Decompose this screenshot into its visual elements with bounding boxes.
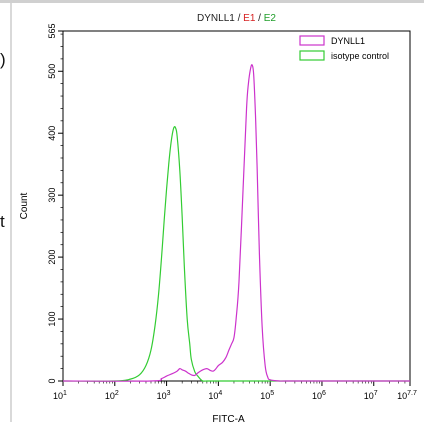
y-tick-label: 400 <box>47 126 57 141</box>
x-tick-label: 101 <box>53 390 67 401</box>
x-tick-label: 104 <box>208 390 222 401</box>
y-tick-label: 565 <box>47 23 57 38</box>
x-tick-label: 103 <box>157 390 171 401</box>
chart-title-part: / <box>255 13 263 24</box>
x-tick-label: 102 <box>105 390 119 401</box>
plot-area-border <box>62 30 411 382</box>
cropped-paren-glyph: ) <box>0 50 6 69</box>
y-axis-label: Count <box>19 192 30 219</box>
legend-swatch <box>299 35 325 46</box>
legend-swatch <box>299 50 325 61</box>
x-tick-label: 105 <box>260 390 274 401</box>
x-axis-label: FITC-A <box>212 414 245 422</box>
y-tick-label: 500 <box>47 64 57 79</box>
series-line-isotype-control <box>62 126 410 382</box>
chart-title-part: E2 <box>264 13 277 24</box>
chart-title-part: / <box>235 13 243 24</box>
chart-title-part: DYNLL1 <box>197 13 235 24</box>
y-tick-label: 100 <box>47 312 57 327</box>
panel-divider <box>10 3 12 422</box>
legend-label: isotype control <box>331 51 389 61</box>
x-tick-label: 107.7 <box>397 390 417 401</box>
y-tick-label: 0 <box>47 378 57 383</box>
chart-title-part: E1 <box>243 13 256 24</box>
x-tick-label: 107 <box>364 390 378 401</box>
series-line-dynll1 <box>62 64 410 382</box>
y-tick-label: 200 <box>47 250 57 265</box>
cropped-letter-glyph: t <box>0 212 5 231</box>
y-tick-label: 300 <box>47 188 57 203</box>
chart-title: DYNLL1 / E1 / E2 <box>197 13 276 24</box>
legend-label: DYNLL1 <box>331 36 365 46</box>
x-tick-label: 106 <box>312 390 326 401</box>
